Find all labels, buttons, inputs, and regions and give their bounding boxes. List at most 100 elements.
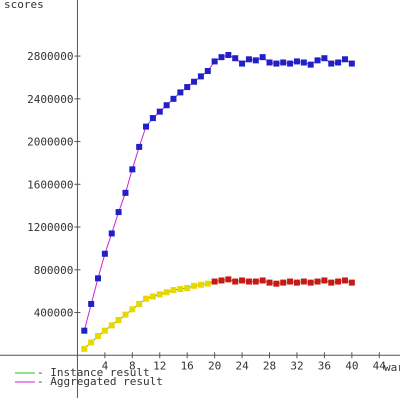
aggregated-data-point <box>225 52 232 59</box>
instance-data-point <box>239 277 246 284</box>
aggregated-data-point <box>163 102 170 109</box>
aggregated-data-point <box>321 55 328 62</box>
instance-data-point <box>129 306 136 313</box>
instance-data-point <box>293 279 300 286</box>
x-tick-label: 32 <box>290 359 303 372</box>
instance-data-point <box>300 278 307 285</box>
y-tick-label: 2400000 <box>27 93 73 106</box>
instance-series-line <box>83 278 352 350</box>
legend-label: - Aggregated result <box>37 375 163 388</box>
x-tick-label: 20 <box>208 359 221 372</box>
instance-data-point <box>204 280 211 287</box>
instance-data-point <box>232 278 239 285</box>
aggregated-data-point <box>197 73 204 80</box>
instance-data-point <box>143 295 150 302</box>
aggregated-data-point <box>177 89 184 96</box>
instance-data-point <box>197 281 204 288</box>
y-axis-title: scores <box>4 0 44 11</box>
aggregated-data-point <box>95 275 102 282</box>
y-tick-label: 1600000 <box>27 178 73 191</box>
instance-data-point <box>122 311 129 318</box>
y-tick-label: 2000000 <box>27 136 73 149</box>
aggregated-data-point <box>300 59 307 66</box>
aggregated-data-point <box>204 68 211 75</box>
y-tick-label: 2800000 <box>27 50 73 63</box>
aggregated-data-point <box>328 60 335 67</box>
aggregated-data-point <box>101 250 108 257</box>
instance-data-point <box>245 278 252 285</box>
aggregated-data-point <box>335 59 342 66</box>
instance-data-point <box>88 339 95 346</box>
x-tick-label: 16 <box>181 359 194 372</box>
aggregated-data-point <box>259 54 266 61</box>
x-tick-label: 12 <box>153 359 166 372</box>
aggregated-data-point <box>156 108 163 115</box>
aggregated-data-point <box>273 60 280 67</box>
legend-label: - Instance result <box>37 366 150 379</box>
aggregated-data-point <box>245 56 252 63</box>
aggregated-data-point <box>252 57 259 64</box>
x-tick-label: 8 <box>129 359 136 372</box>
instance-data-point <box>81 345 88 352</box>
aggregated-data-point <box>81 327 88 334</box>
aggregated-data-point <box>136 143 143 150</box>
aggregated-data-point <box>287 60 294 67</box>
instance-data-point <box>177 286 184 293</box>
aggregated-data-point <box>307 61 314 68</box>
instance-data-point <box>218 277 225 284</box>
instance-data-point <box>252 278 259 285</box>
aggregated-data-point <box>191 78 198 85</box>
aggregated-data-point <box>211 58 218 65</box>
instance-data-point <box>348 279 355 286</box>
instance-data-point <box>163 289 170 296</box>
y-tick-label: 800000 <box>34 264 74 277</box>
instance-data-point <box>108 322 115 329</box>
aggregated-data-point <box>314 57 321 64</box>
aggregated-data-point <box>341 56 348 63</box>
aggregated-data-point <box>232 55 239 62</box>
aggregated-data-point <box>108 230 115 237</box>
instance-data-point <box>225 276 232 283</box>
legend: - Instance result- Aggregated result <box>15 366 163 388</box>
aggregated-data-point <box>170 95 177 102</box>
aggregated-data-point <box>143 123 150 130</box>
aggregated-data-point <box>280 59 287 66</box>
y-tick-label: 400000 <box>34 307 74 320</box>
aggregated-data-point <box>88 300 95 307</box>
aggregated-data-point <box>348 60 355 67</box>
aggregated-data-point <box>149 115 156 122</box>
instance-data-point <box>266 279 273 286</box>
instance-data-point <box>328 279 335 286</box>
instance-data-point <box>341 277 348 284</box>
x-tick-label: 4 <box>102 359 109 372</box>
y-tick-label: 1200000 <box>27 221 73 234</box>
aggregated-data-point <box>293 58 300 65</box>
instance-data-point <box>211 278 218 285</box>
instance-data-point <box>101 327 108 334</box>
aggregated-data-point <box>115 209 122 216</box>
instance-data-point <box>170 287 177 294</box>
instance-data-point <box>259 277 266 284</box>
instance-data-point <box>280 279 287 286</box>
x-tick-label: 24 <box>235 359 249 372</box>
x-tick-label: 44 <box>373 359 387 372</box>
instance-data-point <box>136 300 143 307</box>
series-layer <box>81 52 355 352</box>
x-tick-label: 40 <box>345 359 358 372</box>
instance-data-point <box>321 277 328 284</box>
instance-data-point <box>314 278 321 285</box>
instance-data-point <box>307 279 314 286</box>
aggregated-data-point <box>218 54 225 61</box>
aggregated-data-point <box>266 59 273 66</box>
x-axis-title: war <box>384 361 400 374</box>
aggregated-data-point <box>122 189 129 196</box>
instance-data-point <box>95 333 102 340</box>
instance-data-point <box>335 278 342 285</box>
instance-data-point <box>184 284 191 291</box>
instance-data-point <box>191 282 198 289</box>
instance-data-point <box>287 278 294 285</box>
instance-data-point <box>115 317 122 323</box>
